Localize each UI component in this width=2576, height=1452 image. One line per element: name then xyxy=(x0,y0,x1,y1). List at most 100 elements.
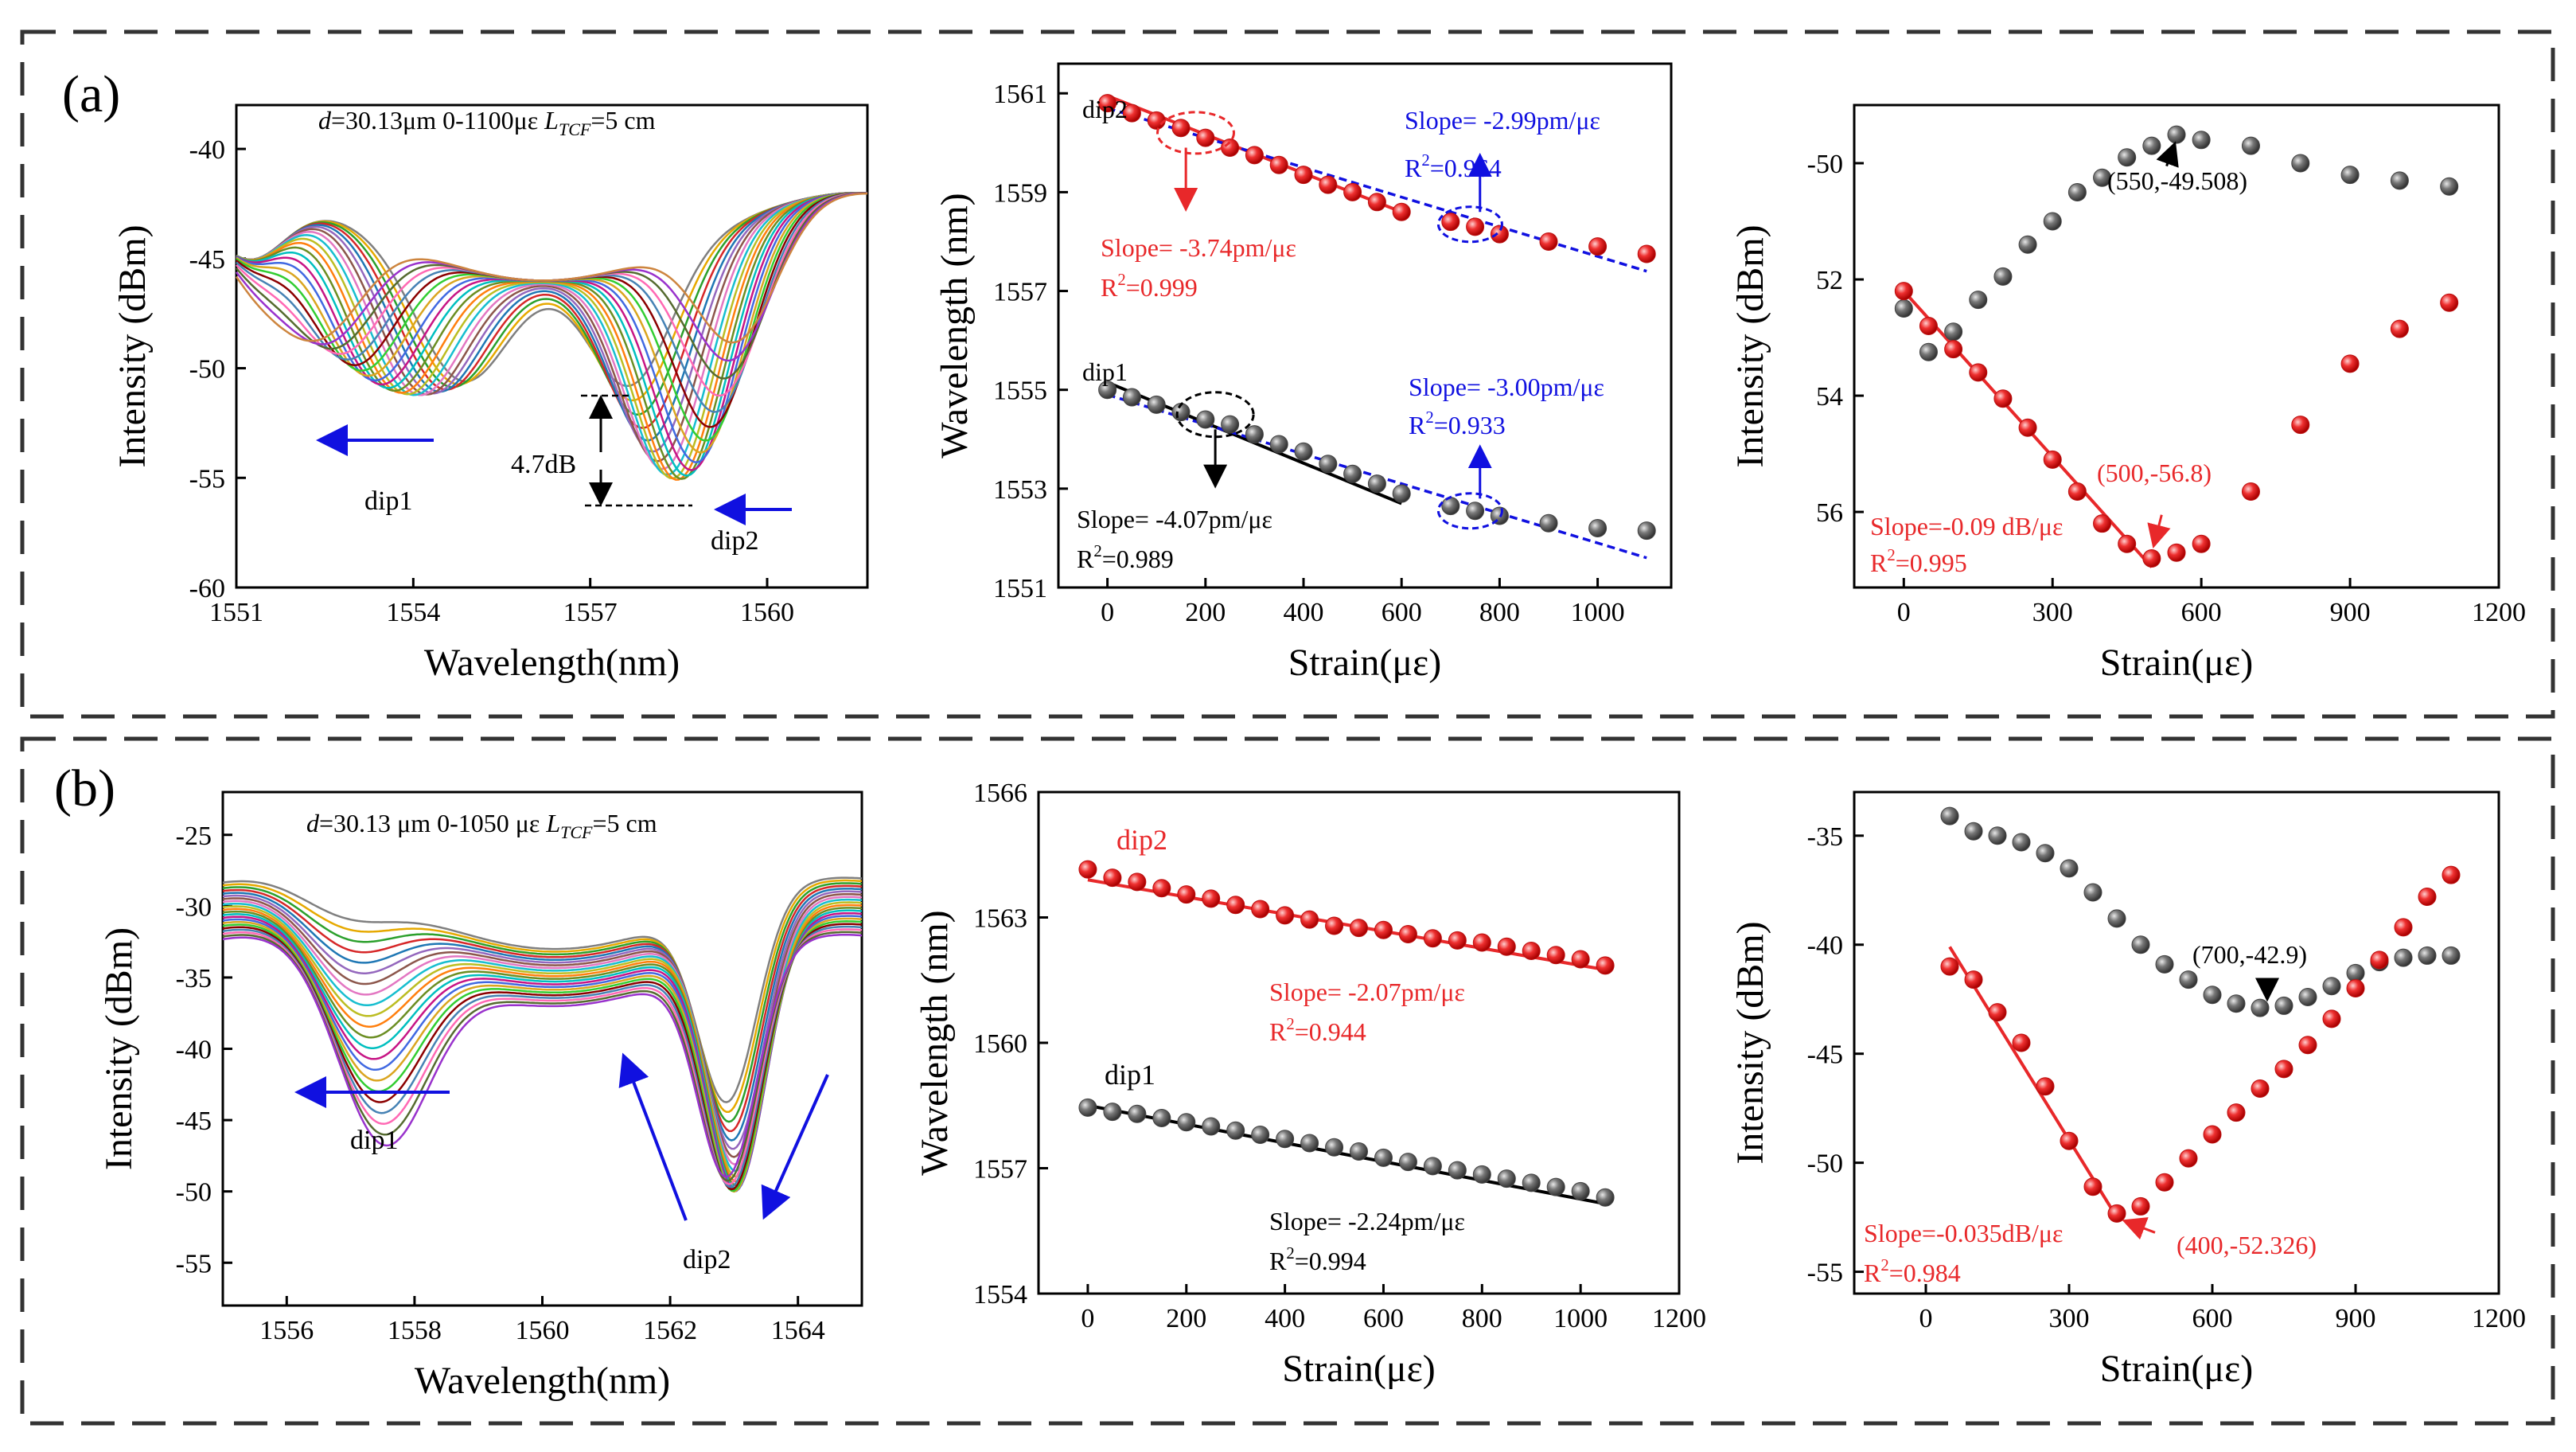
data-point-red xyxy=(2298,1036,2317,1055)
data-point-dip2 xyxy=(1472,933,1491,952)
x-tick-label: 1557 xyxy=(563,598,618,627)
y-tick-label: -40 xyxy=(189,135,225,165)
data-point-red xyxy=(2018,418,2037,437)
data-point-red xyxy=(2192,534,2211,553)
x-tick-label: 1200 xyxy=(1652,1304,1706,1333)
data-point-red xyxy=(2067,482,2087,502)
spectrum-trace xyxy=(236,191,868,476)
data-point-red xyxy=(2203,1125,2222,1144)
data-point-dip1 xyxy=(1466,502,1485,521)
data-point-dip1 xyxy=(1423,1157,1442,1176)
data-point-gray xyxy=(2118,148,2137,167)
y-tick-label: -50 xyxy=(189,355,225,384)
data-point-dip1 xyxy=(1128,1104,1147,1123)
data-point-red xyxy=(1944,340,1963,359)
min-label: (400,-52.326) xyxy=(2177,1231,2317,1259)
panel-b-label: (b) xyxy=(54,759,115,818)
data-point-dip1 xyxy=(1276,1130,1295,1149)
data-point-red xyxy=(2322,1009,2341,1028)
data-point-red xyxy=(2440,293,2459,312)
data-point-gray xyxy=(1964,822,1983,841)
data-point-gray xyxy=(2227,994,2246,1013)
slope-dip1: Slope= -2.24pm/με xyxy=(1269,1207,1465,1235)
y-tick-label: -50 xyxy=(1807,1150,1843,1179)
data-point-dip2 xyxy=(1423,929,1442,948)
min-arrow xyxy=(2122,1217,2156,1240)
data-point-dip2 xyxy=(1522,942,1541,960)
dip1-ellipse-blue xyxy=(1436,492,1503,530)
data-point-red xyxy=(1919,316,1938,335)
chart-b2-wavelength-strain: 0 200 400 600 800 1000 1200 1554 1557 1560 1563 156… xyxy=(914,779,1706,1390)
data-point-dip2 xyxy=(1466,217,1485,236)
y-tick-label: -45 xyxy=(1807,1040,1843,1070)
r2-dip1-black: R2=0.989 xyxy=(1077,542,1174,573)
panel-a-label: (a) xyxy=(62,65,120,123)
x-tick-label: 200 xyxy=(1166,1304,1206,1333)
data-point-dip1 xyxy=(1472,1165,1491,1184)
y-tick-label: -40 xyxy=(176,1036,212,1065)
data-point-dip1 xyxy=(1196,410,1215,429)
chart-b3-intensity-strain: 0 300 600 900 1200 -55 -50 -45 -40 -35 Strain(με) I… xyxy=(1729,790,2526,1390)
x-tick-label: 300 xyxy=(2049,1304,2090,1333)
x-axis-label: Strain(με) xyxy=(1288,642,1442,684)
x-tick-label: 800 xyxy=(1479,598,1520,627)
data-point-dip2 xyxy=(1269,155,1288,174)
data-point-gray xyxy=(1940,806,1959,826)
condition-annotation: d=30.13μm 0-1100με LTCF=5 cm xyxy=(318,106,656,139)
chart-b1-spectrum: 1556 1558 1560 1562 1564 -55 -50 -45 -40 -35 -30 -2… xyxy=(98,790,863,1402)
r2-dip2-red: R2=0.999 xyxy=(1101,271,1198,302)
y-tick-label: -55 xyxy=(1807,1259,1843,1288)
y-tick-label: -45 xyxy=(176,1107,212,1136)
data-point-dip1 xyxy=(1078,1098,1097,1117)
y-tick-label: -50 xyxy=(176,1178,212,1208)
data-point-dip1 xyxy=(1398,1153,1417,1172)
data-point-red xyxy=(2131,1196,2150,1216)
chart-a3-intensity-strain: 0 300 600 900 1200 -50 52 54 56 Strain(με) Intensi… xyxy=(1729,103,2526,684)
dip1-label: dip1 xyxy=(350,1126,398,1155)
x-tick-label: 800 xyxy=(1462,1304,1502,1333)
dip2-label: dip2 xyxy=(1117,824,1167,856)
data-point-dip2 xyxy=(1128,872,1147,892)
x-tick-label: 0 xyxy=(1919,1304,1933,1333)
data-point-dip2 xyxy=(1122,103,1141,123)
x-tick-label: 1560 xyxy=(516,1316,570,1345)
r2-dip1: R2=0.994 xyxy=(1269,1244,1366,1275)
x-axis-label: Wavelength(nm) xyxy=(424,642,680,684)
data-point-red xyxy=(1940,957,1959,976)
data-point-gray xyxy=(2093,168,2112,187)
peak-label: (700,-42.9) xyxy=(2192,940,2307,969)
data-point-red xyxy=(2093,514,2112,533)
spectrum-trace xyxy=(222,884,863,1133)
data-point-dip1 xyxy=(1588,519,1608,538)
data-point-dip1 xyxy=(1152,1109,1171,1127)
y-tick-label: 1553 xyxy=(993,475,1047,505)
data-point-red xyxy=(2036,1077,2055,1096)
x-tick-label: 1558 xyxy=(388,1316,442,1345)
slope-dip2-blue: Slope= -2.99pm/με xyxy=(1405,106,1600,135)
dip2-left-arrow xyxy=(618,1052,688,1221)
data-point-gray xyxy=(2418,946,2437,965)
data-point-dip2 xyxy=(1497,937,1516,956)
data-point-red xyxy=(1964,970,1983,989)
data-point-red xyxy=(2012,1033,2031,1052)
data-point-dip2 xyxy=(1177,885,1196,904)
data-point-dip2 xyxy=(1448,931,1467,950)
data-point-dip1 xyxy=(1245,425,1264,444)
x-tick-label: 1200 xyxy=(2472,1304,2526,1333)
plot-frame xyxy=(235,103,869,589)
data-point-dip1 xyxy=(1103,1103,1122,1122)
data-point-gray xyxy=(2203,986,2222,1005)
data-point-red xyxy=(2142,548,2161,568)
data-point-dip2 xyxy=(1546,946,1565,965)
data-point-dip2 xyxy=(1202,889,1221,908)
chart-a2-wavelength-strain: 0 200 400 600 800 1000 1551 1553 1555 1557 1559 156… xyxy=(933,62,1673,684)
y-axis-label: Intensity (dBm) xyxy=(1729,224,1771,467)
data-point-dip1 xyxy=(1571,1181,1590,1200)
data-point-red xyxy=(2241,482,2260,502)
data-point-gray xyxy=(2251,998,2270,1017)
data-point-gray xyxy=(2155,954,2174,974)
data-point-dip2 xyxy=(1367,193,1386,212)
data-point-dip1 xyxy=(1300,1134,1319,1153)
data-point-red xyxy=(2251,1079,2270,1099)
